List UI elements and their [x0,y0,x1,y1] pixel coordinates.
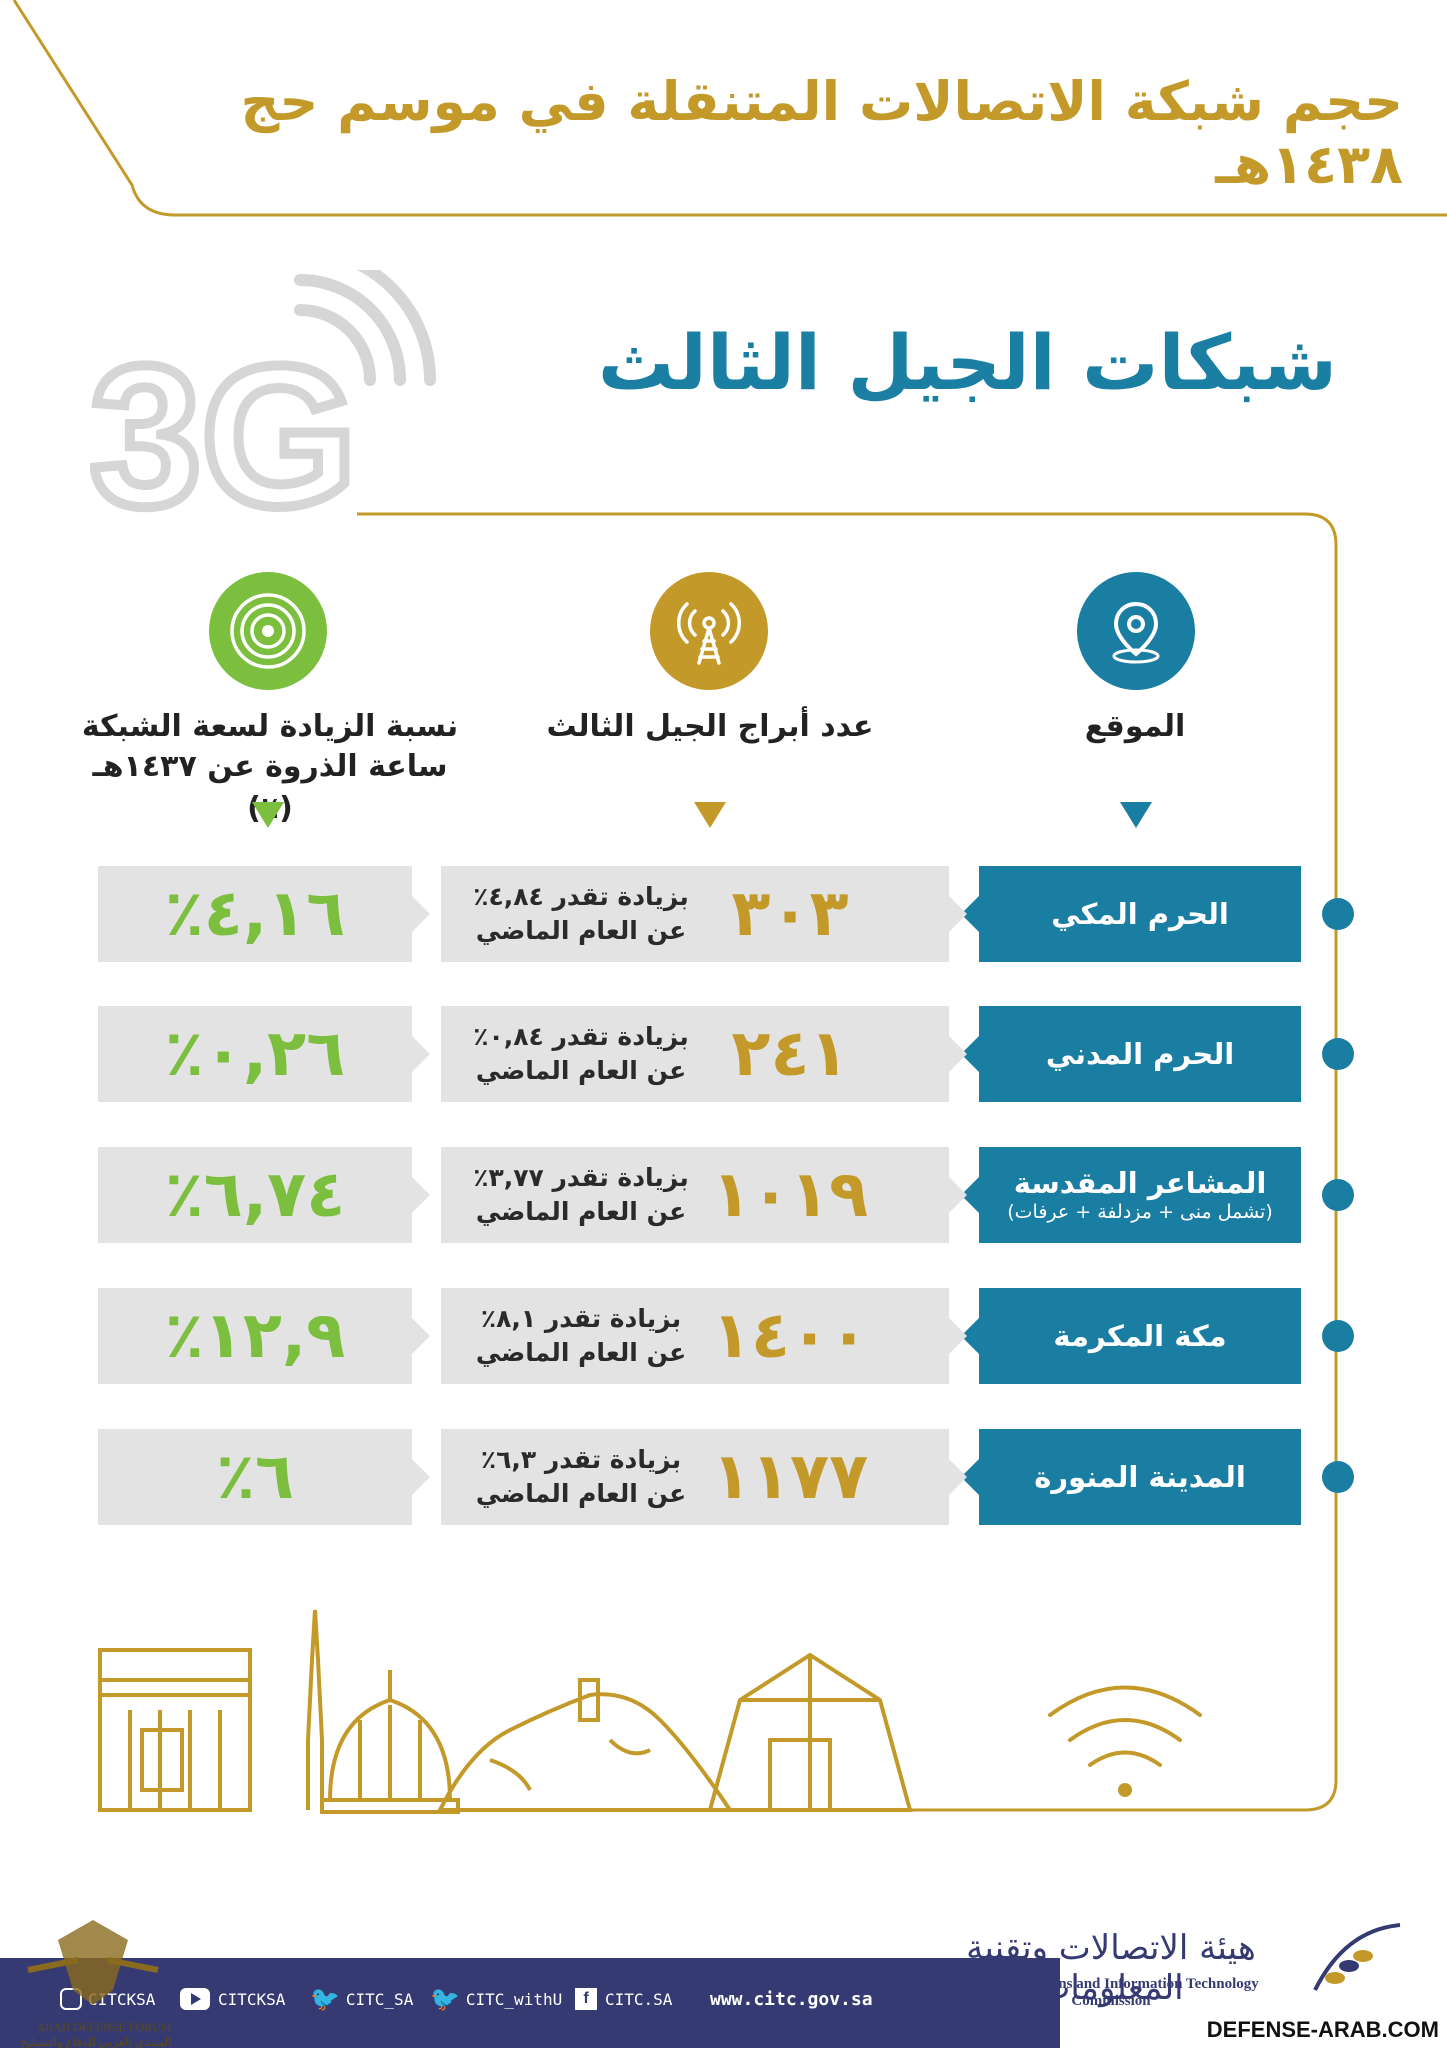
tower-increase-note: بزيادة تقدر ٨,١٪ عن العام الماضي [461,1302,701,1370]
facebook-link[interactable]: f CITC.SA [575,1984,672,2014]
twitter-link[interactable]: 🐦 CITC_SA [310,1984,413,2014]
wifi-icon [1048,1685,1202,1767]
tower-count: ٢٤١ [731,1017,849,1091]
tower-increase-note: بزيادة تقدر ٣,٧٧٪ عن العام الماضي [461,1161,701,1229]
radio-tower-icon [677,602,741,665]
tower-count: ١٤٠٠ [711,1299,869,1373]
twitter-icon: 🐦 [310,1985,340,2013]
facebook-icon: f [575,1988,597,2010]
mount-arafat-icon [436,1678,734,1812]
forum-name-en: ARAB DEFENSE FORUM [36,2020,172,2034]
location-note: (تشمل منى + مزدلفة + عرفات) [1007,1201,1273,1223]
forum-logo-icon [27,1920,159,2005]
forum-watermark: ARAB DEFENSE FORUM المنتدى العربي للدفاع… [20,2020,172,2048]
youtube-link[interactable]: CITCKSA [180,1984,285,2014]
location-name: الحرم المدني [1045,1037,1235,1071]
increase-line2: عن العام الماضي [475,1197,687,1226]
timeline-dot [1322,1320,1354,1352]
increase-line1: بزيادة تقدر ٤,٨٤٪ [473,882,689,911]
facebook-handle: CITC.SA [605,1989,673,2009]
row-towers: ١٠١٩ بزيادة تقدر ٣,٧٧٪ عن العام الماضي [441,1147,967,1243]
website-link[interactable]: www.citc.gov.sa [710,1984,873,2014]
location-column-label: الموقع [1084,709,1186,744]
tower-increase-note: بزيادة تقدر ٦,٣٪ عن العام الماضي [461,1443,701,1511]
location-pin-icon [1112,601,1160,664]
towers-column-icon [650,572,768,690]
landmarks-illustration [98,1609,1202,1814]
forum-name-ar: المنتدى العربي للدفاع والتسليح [20,2035,172,2048]
twitter-link-2[interactable]: 🐦 CITC_withU [430,1984,562,2014]
increase-line2: عن العام الماضي [475,1056,687,1085]
3g-signal-icon: 3G [90,270,436,520]
youtube-icon [180,1988,210,2010]
site-watermark: DEFENSE-ARAB.COM [1206,2017,1439,2042]
capacity-percent: ٪١٢,٩ [98,1288,430,1384]
3g-badge-text: 3G [90,325,357,520]
capacity-column-icon [209,572,327,690]
increase-line1: بزيادة تقدر ٨,١٪ [480,1304,682,1333]
location-arrow-icon [1120,802,1152,828]
capacity-percent: ٪٠,٢٦ [98,1006,430,1102]
twitter-handle: CITC_SA [345,1989,414,2009]
timeline-dot [1322,1179,1354,1211]
website-url: www.citc.gov.sa [710,1988,873,2010]
location-name: مكة المكرمة [1053,1319,1227,1353]
timeline-dot [1322,1461,1354,1493]
towers-arrow-icon [694,802,726,828]
capacity-column-label-line1: نسبة الزيادة لسعة الشبكة [81,709,459,744]
tower-increase-note: بزيادة تقدر ٠,٨٤٪ عن العام الماضي [461,1020,701,1088]
towers-column-label: عدد أبراج الجيل الثالث [546,709,874,744]
row-towers: ٣٠٣ بزيادة تقدر ٤,٨٤٪ عن العام الماضي [441,866,967,962]
row-location: المدينة المنورة [961,1429,1301,1525]
org-name-arabic: هيئة الاتصالات وتقنية المعلومات [966,1928,1256,2008]
capacity-percent: ٪٦ [98,1429,430,1525]
timeline-dot [1322,898,1354,930]
section-title: شبكات الجيل الثالث [597,318,1337,407]
tower-increase-note: بزيادة تقدر ٤,٨٤٪ عن العام الماضي [461,880,701,948]
twitter-icon: 🐦 [430,1985,460,2013]
youtube-handle: CITCKSA [218,1989,286,2009]
location-name: المدينة المنورة [1034,1460,1246,1494]
increase-line1: بزيادة تقدر ٣,٧٧٪ [473,1163,689,1192]
increase-line2: عن العام الماضي [475,1338,687,1367]
location-column-icon [1077,572,1195,690]
capacity-column-label-line2: ساعة الذروة عن ١٤٣٧هـ (٪) [92,749,448,826]
footer-band [0,1958,1060,2048]
footer-slope [930,1958,1060,2048]
tower-count: ١١٧٧ [711,1440,869,1514]
increase-line2: عن العام الماضي [475,916,687,945]
row-location: مكة المكرمة [961,1288,1301,1384]
capacity-percent: ٪٤,١٦ [98,866,430,962]
location-name: المشاعر المقدسة [1013,1166,1267,1200]
location-name: الحرم المكي [1051,897,1229,931]
instagram-icon [60,1988,82,2010]
increase-line1: بزيادة تقدر ٦,٣٪ [480,1445,682,1474]
tower-count: ٣٠٣ [731,877,849,951]
row-location: الحرم المكي [961,866,1301,962]
row-towers: ١٤٠٠ بزيادة تقدر ٨,١٪ عن العام الماضي [441,1288,967,1384]
org-name-english: Communications and Information Technolog… [963,1976,1259,2009]
tent-icon [707,1652,913,1812]
page-title: حجم شبكة الاتصالات المتنقلة في موسم حج ١… [240,70,1403,196]
row-location: المشاعر المقدسة (تشمل منى + مزدلفة + عرف… [961,1147,1301,1243]
citc-logo-icon [1313,1923,1401,1991]
timeline-dot [1322,1038,1354,1070]
increase-line2: عن العام الماضي [475,1479,687,1508]
capacity-percent: ٪٦,٧٤ [98,1147,430,1243]
twitter-handle-2: CITC_withU [465,1989,563,2009]
row-towers: ٢٤١ بزيادة تقدر ٠,٨٤٪ عن العام الماضي [441,1006,967,1102]
row-towers: ١١٧٧ بزيادة تقدر ٦,٣٪ عن العام الماضي [441,1429,967,1525]
mosque-dome-icon [306,1609,460,1814]
row-location: الحرم المدني [961,1006,1301,1102]
radar-icon [230,593,306,669]
kaaba-icon [98,1648,252,1812]
tower-count: ١٠١٩ [711,1158,869,1232]
capacity-arrow-icon [252,802,284,828]
increase-line1: بزيادة تقدر ٠,٨٤٪ [473,1022,689,1051]
